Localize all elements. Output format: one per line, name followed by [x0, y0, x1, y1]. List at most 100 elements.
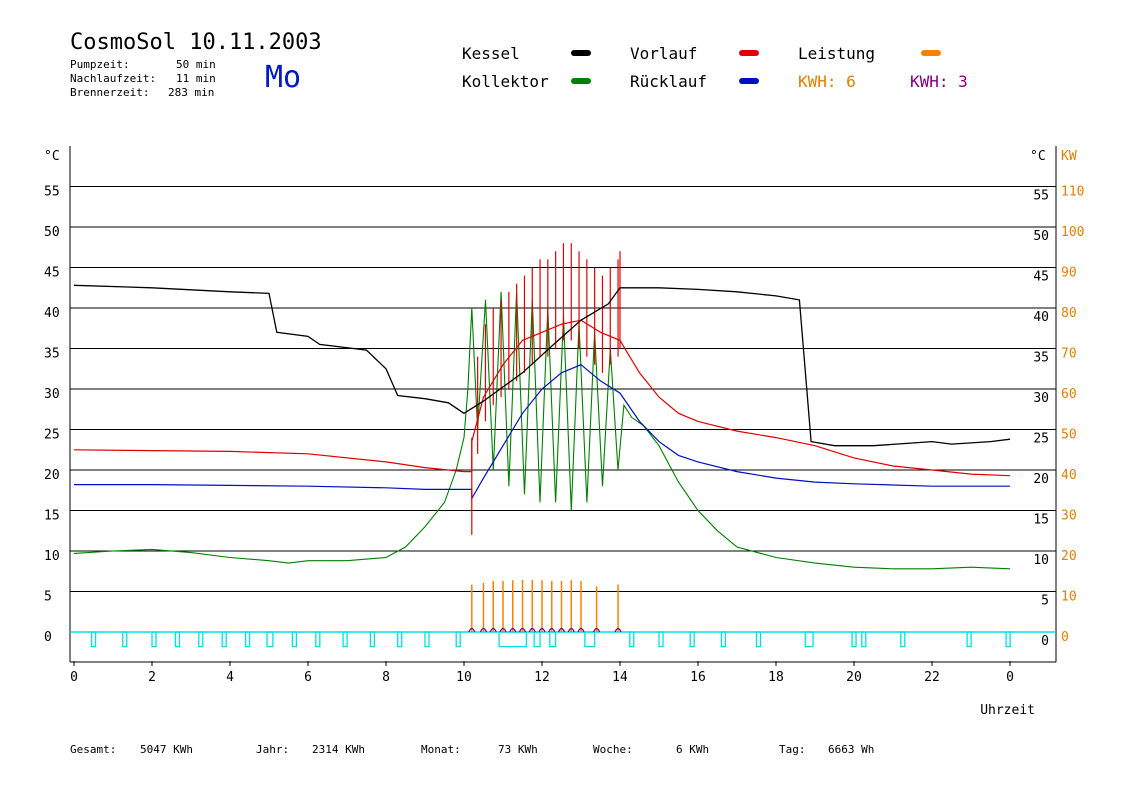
pump-pulse — [861, 631, 867, 648]
y2-tick-kw: 90 — [1061, 266, 1077, 281]
stat-nachlaufzeit-label: Nachlaufzeit: — [70, 72, 157, 85]
leistung-hump — [479, 627, 488, 633]
pump-pulse — [424, 631, 430, 648]
y2-tick-kw: 80 — [1061, 306, 1077, 321]
y-tick-left: 20 — [44, 468, 60, 483]
legend-kwh2: KWH: 3 — [910, 72, 968, 91]
y-tick-right: 55 — [1033, 189, 1049, 204]
stat-nachlaufzeit-value: 11 min — [176, 72, 216, 85]
stat-pumpzeit-value: 50 min — [176, 58, 216, 71]
y2-tick-kw: 20 — [1061, 549, 1077, 564]
footer-woche-value: 6 KWh — [676, 743, 710, 756]
x-tick-label: 2 — [148, 670, 156, 685]
pump-pulse — [90, 631, 97, 648]
legend-kessel-label: Kessel — [462, 44, 520, 63]
x-tick-label: 10 — [456, 670, 472, 685]
series-ruecklauf-line — [74, 364, 1010, 501]
y-tick-right: 50 — [1033, 229, 1049, 244]
pump-pulse — [291, 631, 298, 648]
y2-tick-kw: 50 — [1061, 428, 1077, 443]
pump-pulse — [689, 631, 695, 648]
y-tick-right: 35 — [1033, 351, 1049, 366]
x-tick-label: 0 — [1006, 670, 1014, 685]
y-tick-right: 5 — [1041, 594, 1049, 609]
x-tick-label: 4 — [226, 670, 234, 685]
y-tick-right: 40 — [1033, 310, 1049, 325]
x-tick-label: 8 — [382, 670, 390, 685]
pump-pulse — [455, 631, 461, 648]
pump-pulse — [755, 631, 762, 648]
stat-brennerzeit-label: Brennerzeit: — [70, 86, 150, 99]
y2-tick-kw: 110 — [1061, 185, 1084, 200]
footer-jahr-label: Jahr: — [256, 743, 290, 756]
legend-kollektor-label: Kollektor — [462, 72, 549, 91]
y2-tick-kw: 70 — [1061, 347, 1077, 362]
footer-jahr-value: 2314 KWh — [312, 743, 365, 756]
y-tick-left: 45 — [44, 266, 60, 281]
page-title: CosmoSol 10.11.2003 — [70, 30, 322, 55]
legend-vorlauf-label: Vorlauf — [630, 44, 698, 63]
pump-pulse — [315, 631, 321, 648]
pump-pulse — [804, 631, 814, 648]
leistung-hump — [593, 627, 601, 633]
x-tick-label: 16 — [690, 670, 706, 685]
x-tick-label: 20 — [846, 670, 862, 685]
y2-tick-kw: 30 — [1061, 509, 1077, 524]
footer-gesamt-value: 5047 KWh — [140, 743, 193, 756]
pump-pulse — [122, 631, 128, 648]
y-tick-right: 25 — [1033, 432, 1049, 447]
y-axis-unit-right: °C — [1030, 149, 1046, 164]
legend-leistung-label: Leistung — [798, 44, 876, 63]
pump-pulse — [244, 631, 251, 648]
weekday-label: Mo — [265, 60, 302, 95]
x-tick-label: 12 — [534, 670, 550, 685]
stat-pumpzeit-label: Pumpzeit: — [70, 58, 130, 71]
y-tick-right: 45 — [1033, 270, 1049, 285]
pump-pulse — [342, 631, 348, 648]
y-tick-left: 50 — [44, 225, 60, 240]
pump-pulse — [151, 631, 157, 648]
pump-pulse — [549, 631, 557, 648]
legend-vorlauf-swatch — [739, 50, 759, 56]
pump-pulse — [851, 631, 857, 648]
leistung-hump — [489, 627, 497, 633]
y-tick-left: 35 — [44, 347, 60, 362]
x-tick-label: 18 — [768, 670, 784, 685]
pump-pulse — [720, 631, 727, 648]
y-axis-unit-kw: KW — [1061, 149, 1077, 164]
leistung-hump — [567, 627, 575, 633]
leistung-hump — [614, 627, 622, 633]
y-tick-left: 55 — [44, 185, 60, 200]
leistung-hump — [538, 627, 546, 633]
pump-pulse — [533, 631, 541, 648]
pump-pulse — [966, 631, 972, 648]
x-tick-label: 14 — [612, 670, 628, 685]
x-tick-label: 0 — [70, 670, 78, 685]
footer-tag-value: 6663 Wh — [828, 743, 875, 756]
leistung-hump — [518, 627, 527, 633]
pump-pulse — [369, 631, 376, 648]
x-tick-label: 22 — [924, 670, 940, 685]
legend-kwh1: KWH: 6 — [798, 72, 856, 91]
y-tick-right: 30 — [1033, 391, 1049, 406]
y-tick-left: 30 — [44, 387, 60, 402]
series-kessel-line — [73, 284, 1011, 447]
y-tick-left: 25 — [44, 428, 60, 443]
y-tick-right: 15 — [1033, 513, 1049, 528]
leistung-hump — [468, 627, 476, 633]
footer-monat-label: Monat: — [421, 743, 461, 756]
y-tick-left: 5 — [44, 590, 52, 605]
y-tick-left: 10 — [44, 549, 60, 564]
leistung-hump — [557, 627, 566, 633]
pump-pulse — [1005, 631, 1011, 648]
y-tick-left: 0 — [44, 630, 52, 645]
pump-pulse — [900, 631, 906, 648]
y2-tick-kw: 0 — [1061, 630, 1069, 645]
stat-brennerzeit-value: 283 min — [168, 86, 215, 99]
legend-ruecklauf-label: Rücklauf — [630, 72, 708, 91]
footer-woche-label: Woche: — [593, 743, 633, 756]
y-tick-right: 20 — [1033, 472, 1049, 487]
legend-ruecklauf-swatch — [739, 78, 759, 84]
pump-pulse — [584, 631, 596, 648]
